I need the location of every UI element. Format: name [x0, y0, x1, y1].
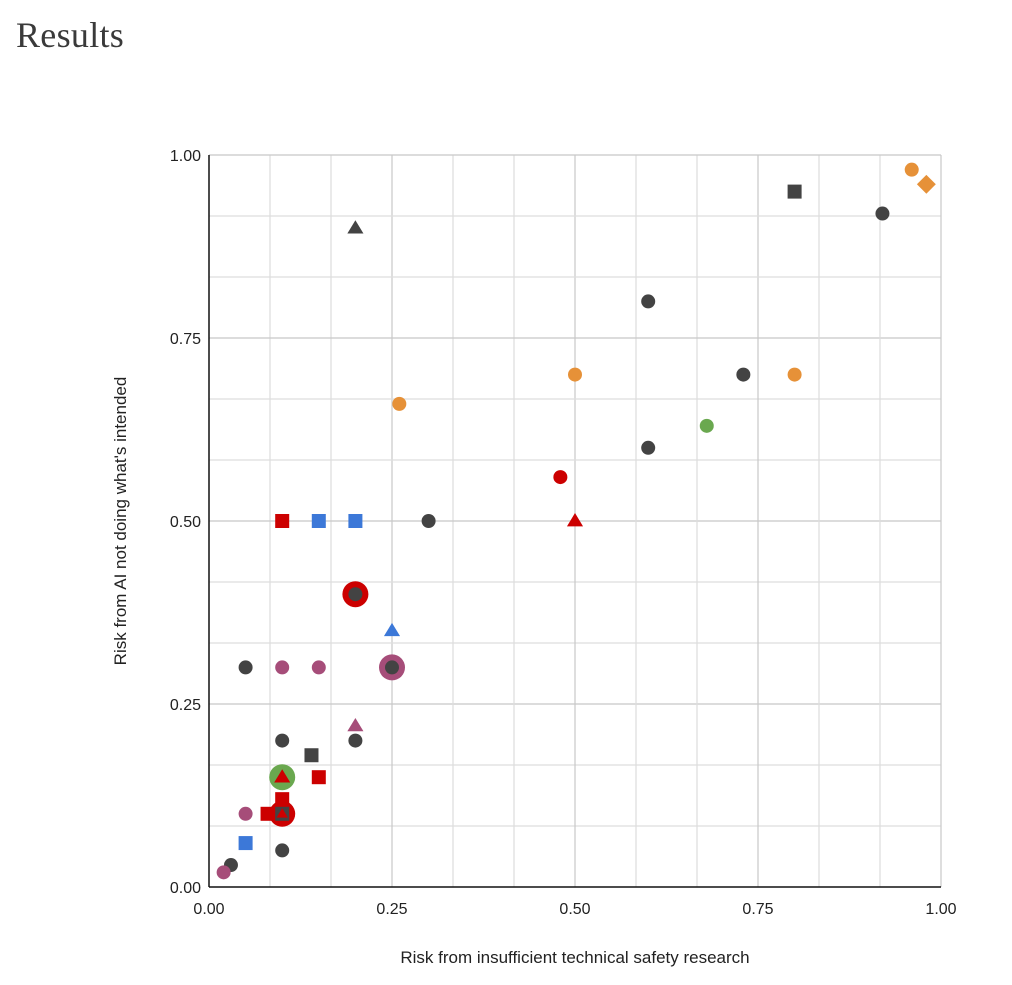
dark-circle-point — [275, 843, 290, 858]
orange-circle-point — [568, 367, 582, 382]
red-square-point — [275, 792, 290, 807]
axes — [208, 155, 941, 888]
red-triangle-point — [274, 769, 291, 783]
y-axis-title: Risk from AI not doing what's intended — [111, 377, 130, 666]
y-tick-label: 0.00 — [170, 880, 201, 897]
page-title: Results — [16, 15, 125, 55]
blue-square-point — [348, 514, 363, 528]
dark-circle-point — [875, 206, 890, 221]
orange-circle-point — [392, 396, 407, 411]
purple-circle-point — [311, 660, 326, 675]
y-tick-label: 1.00 — [170, 148, 201, 165]
dark-circle-point — [238, 660, 253, 675]
x-tick-label: 1.00 — [925, 901, 956, 918]
x-tick-label: 0.00 — [193, 901, 224, 918]
red-triangle-point — [276, 808, 288, 818]
y-tick-labels: 0.00 0.25 0.50 0.75 1.00 — [170, 148, 201, 897]
blue-square-point — [311, 514, 326, 528]
purple-triangle-point — [347, 717, 364, 732]
purple-circle-point — [238, 806, 253, 821]
red-triangle-point — [566, 513, 584, 527]
y-tick-label: 0.75 — [170, 331, 201, 348]
x-axis-title: Risk from insufficient technical safety … — [400, 948, 749, 967]
dark-square-point — [787, 184, 802, 199]
dark-triangle-point — [347, 220, 364, 234]
dark-circle-point — [736, 367, 751, 382]
x-tick-label: 0.50 — [559, 901, 590, 918]
orange-circle-point — [904, 162, 919, 177]
dark-circle-point — [348, 733, 363, 748]
dark-circle-point — [641, 294, 656, 309]
x-tick-label: 0.25 — [376, 901, 407, 918]
red-square-point — [260, 806, 275, 821]
x-tick-label: 0.75 — [742, 901, 773, 918]
dark-circle-point — [385, 660, 399, 675]
orange-diamond-point — [916, 174, 936, 194]
dark-square-point — [304, 748, 319, 763]
y-tick-label: 0.50 — [170, 514, 201, 531]
blue-square-point — [238, 836, 253, 851]
green-circle-point — [699, 418, 714, 433]
blue-triangle-point — [383, 622, 401, 637]
red-circle-point — [553, 470, 568, 485]
purple-circle-point — [216, 865, 231, 880]
dark-circle-point — [275, 733, 290, 748]
red-square-point — [275, 514, 290, 528]
dark-circle-point — [348, 587, 363, 602]
x-tick-labels: 0.00 0.25 0.50 0.75 1.00 — [193, 901, 956, 918]
y-tick-label: 0.25 — [170, 697, 201, 714]
data-points — [216, 162, 936, 880]
dark-circle-point — [421, 514, 436, 528]
dark-circle-point — [641, 440, 656, 455]
purple-circle-point — [275, 660, 290, 675]
red-square-point — [311, 770, 326, 785]
orange-circle-point — [787, 367, 802, 382]
